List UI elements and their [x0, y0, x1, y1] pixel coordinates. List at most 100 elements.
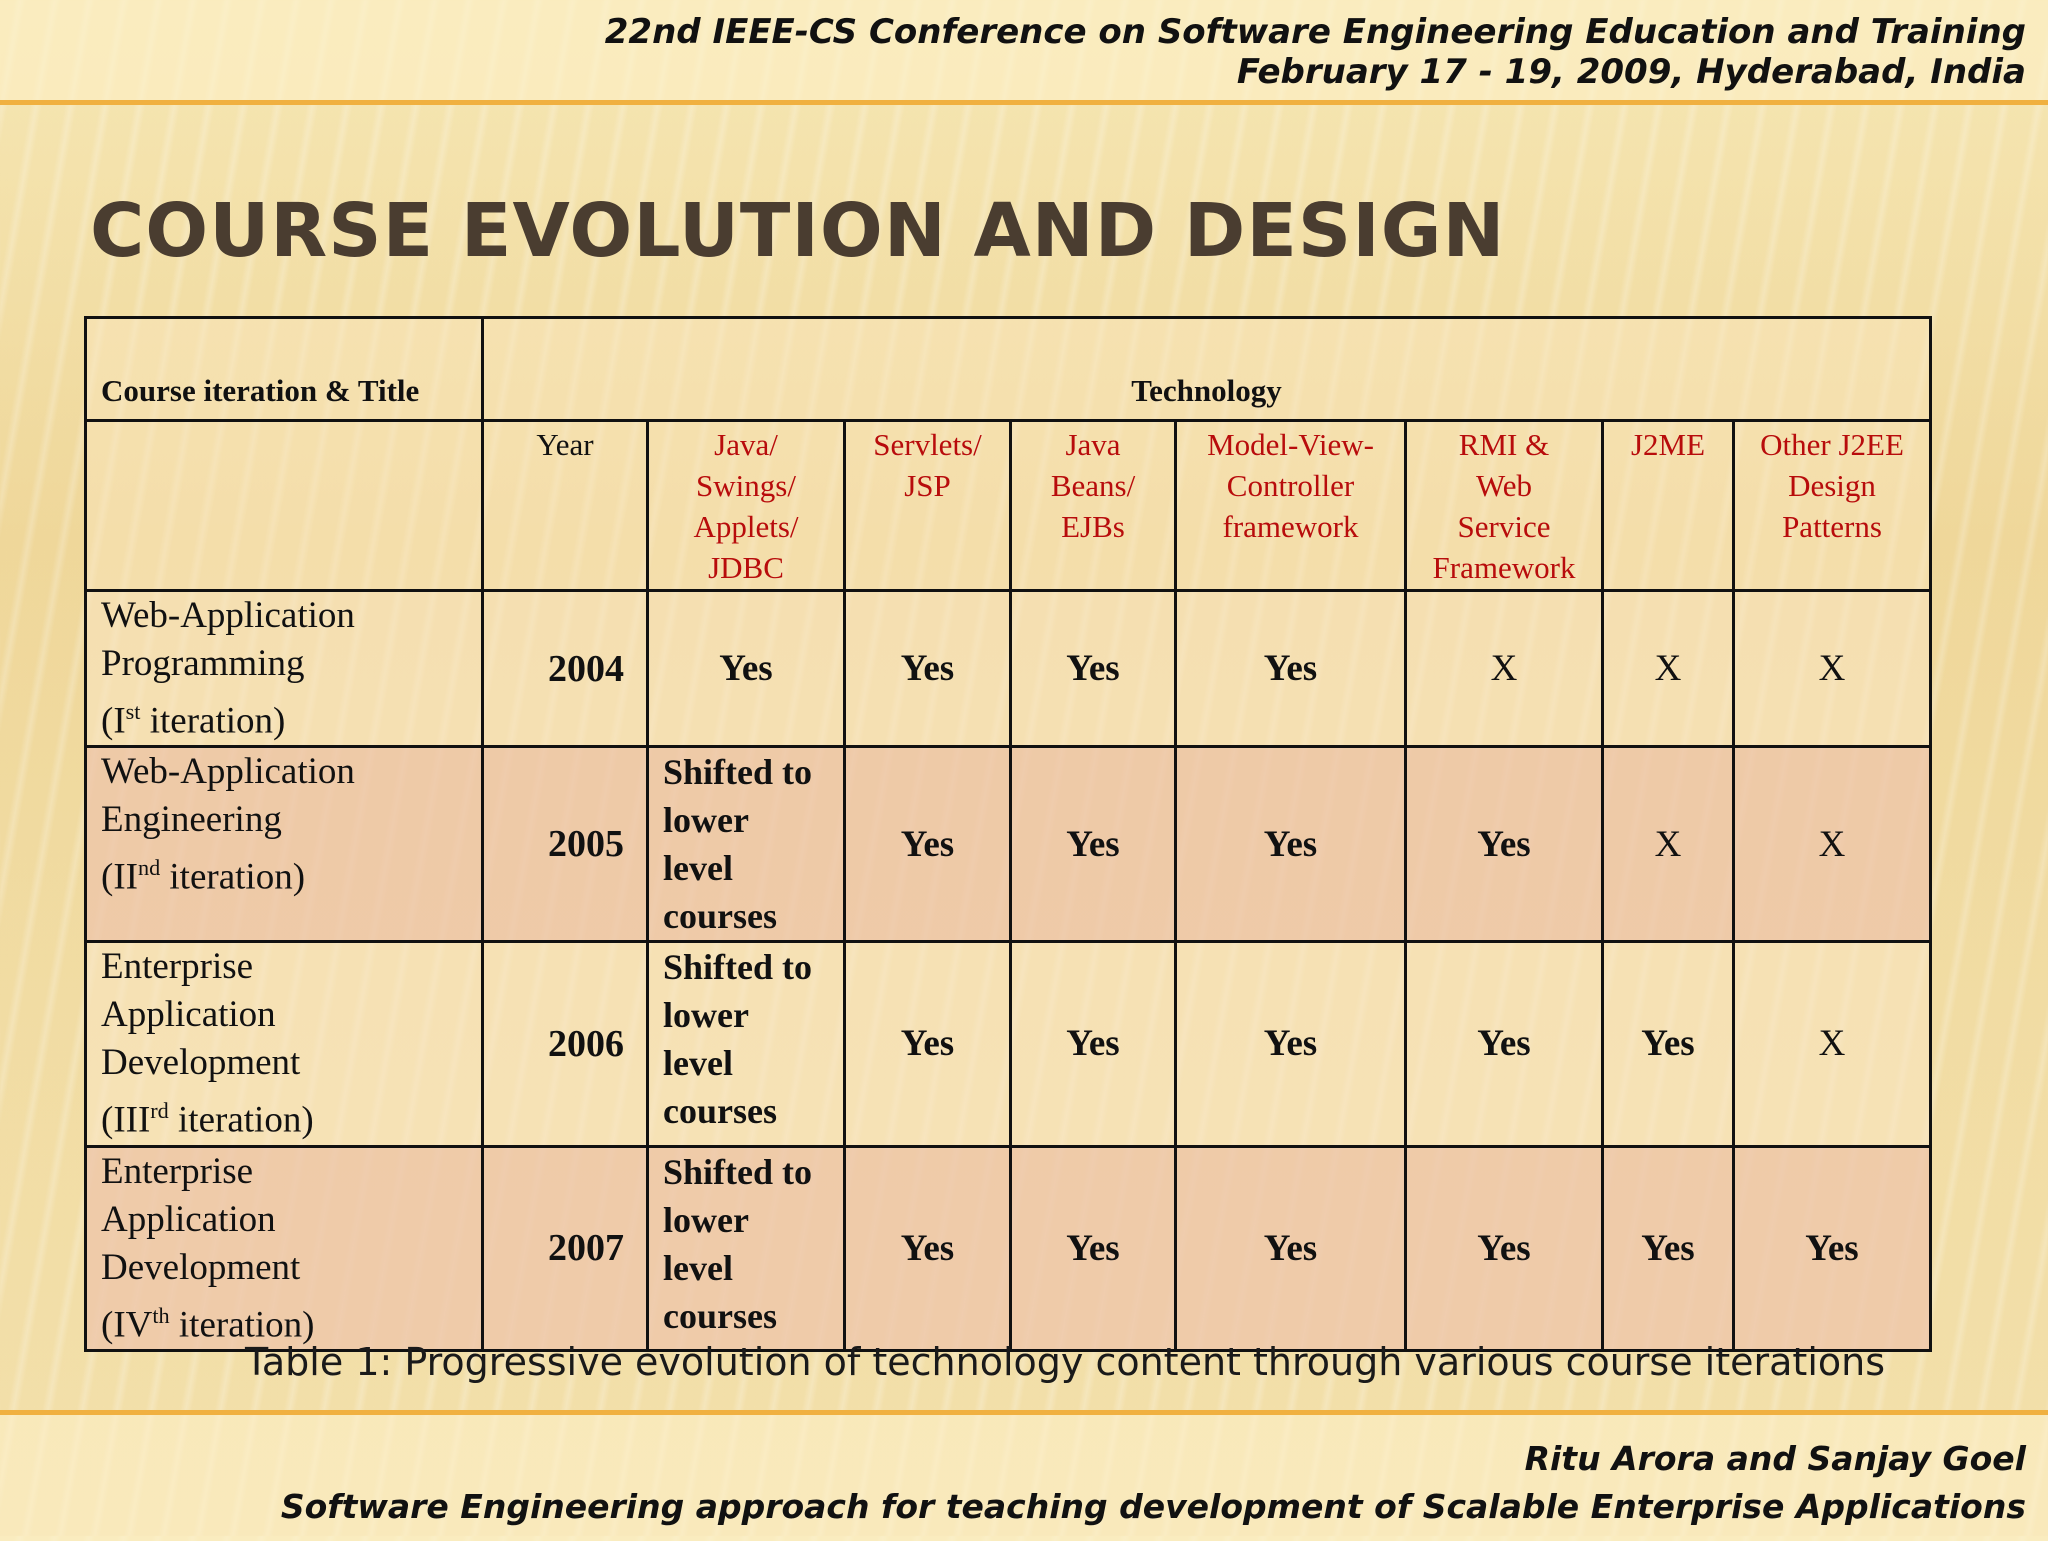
shifted-note-cell: Shifted to lower level courses — [646, 745, 846, 944]
header-line: Applets/ — [693, 509, 799, 544]
iteration-ordinal: nd — [137, 855, 161, 881]
course-table-container: Course iteration & Title Technology Year… — [84, 316, 1932, 1352]
course-title-line: Application — [101, 994, 276, 1036]
empty-header-cell — [84, 419, 484, 592]
shifted-note-line: courses — [663, 896, 777, 937]
technology-value-cell: Yes — [1009, 588, 1177, 749]
iteration-suffix: iteration) — [160, 856, 306, 898]
shifted-note-line: courses — [663, 1091, 777, 1132]
course-title-line: Enterprise — [101, 946, 254, 988]
shifted-note-line: courses — [663, 1295, 777, 1336]
header-line: Swings/ — [696, 468, 796, 503]
header-line: Web — [1475, 468, 1533, 503]
technology-value-cell: Yes — [1732, 1144, 1932, 1352]
header-line: Servlets/ — [873, 427, 982, 462]
header-line: Model-View- — [1207, 427, 1374, 462]
technology-column-header: Model-View- Controller framework — [1174, 419, 1407, 592]
table-caption: Table 1: Progressive evolution of techno… — [244, 1340, 1886, 1384]
technology-column-header: Servlets/JSP — [843, 419, 1012, 592]
table-subheader-row: Year Java/Swings/Applets/JDBC Servlets/JS… — [84, 419, 1932, 592]
technology-value-cell: X — [1404, 588, 1604, 749]
year-header: Year — [481, 419, 649, 592]
technology-value-cell: Yes — [1404, 745, 1604, 944]
technology-column-header: J2ME — [1601, 419, 1735, 592]
header-line: Java — [1065, 427, 1121, 462]
technology-value-cell: X — [1732, 940, 1932, 1148]
course-title-line: Web-Application — [101, 751, 355, 793]
iteration-prefix: (IV — [101, 1303, 153, 1345]
year-cell: 2006 — [481, 940, 649, 1148]
header-line: Framework — [1432, 550, 1576, 585]
table-row: Web-Application Engineering (IInd iteratio… — [84, 745, 1932, 944]
paper-title: Software Engineering approach for teachi… — [280, 1487, 2026, 1526]
shifted-note-cell: Shifted to lower level courses — [646, 1144, 846, 1352]
course-title-cell: Web-Application Programming (Ist iteration… — [84, 588, 484, 749]
slide-footer: Ritu Arora and Sanjay Goel Software Engi… — [0, 1410, 2048, 1541]
header-line: Beans/ — [1050, 468, 1136, 503]
iteration-label: (IVth iteration) — [101, 1292, 481, 1349]
technology-value-cell: Yes — [1174, 940, 1407, 1148]
year-cell: 2007 — [481, 1144, 649, 1352]
table-row: Web-Application Programming (Ist iteration… — [84, 588, 1932, 749]
header-line: JDBC — [708, 550, 784, 585]
technology-header: Technology — [481, 316, 1932, 422]
technology-value-cell: Yes — [1601, 940, 1735, 1148]
technology-column-header: Java/Swings/Applets/JDBC — [646, 419, 846, 592]
conference-dates: February 17 - 19, 2009, Hyderabad, India — [1236, 52, 2026, 92]
shifted-note-line: level — [663, 1247, 733, 1288]
header-line: Controller — [1226, 468, 1355, 503]
iteration-suffix: iteration) — [169, 1303, 315, 1345]
header-line: Other J2EE — [1760, 427, 1904, 462]
technology-value-cell: X — [1732, 745, 1932, 944]
technology-value-cell: Yes — [1404, 940, 1604, 1148]
header-line: Service — [1457, 509, 1551, 544]
course-evolution-table: Course iteration & Title Technology Year… — [84, 316, 1932, 1352]
iteration-prefix: (I — [101, 700, 126, 742]
iteration-suffix: iteration) — [140, 700, 286, 742]
technology-value-cell: Yes — [646, 588, 846, 749]
conference-name: 22nd IEEE-CS Conference on Software Engi… — [604, 12, 2026, 52]
technology-value-cell: Yes — [843, 588, 1012, 749]
course-title-cell: Web-Application Engineering (IInd iteratio… — [84, 745, 484, 944]
technology-value-cell: Yes — [1601, 1144, 1735, 1352]
technology-value-cell: Yes — [1404, 1144, 1604, 1352]
course-title-line: Web-Application — [101, 595, 355, 636]
technology-column-header: Java Beans/EJBs — [1009, 419, 1177, 592]
header-line: framework — [1222, 509, 1359, 544]
course-title-line: Development — [101, 1246, 301, 1288]
technology-value-cell: Yes — [843, 1144, 1012, 1352]
year-cell: 2005 — [481, 745, 649, 944]
technology-value-cell: X — [1601, 588, 1735, 749]
technology-column-header: RMI & Web Service Framework — [1404, 419, 1604, 592]
shifted-note-line: Shifted to — [663, 1151, 813, 1192]
header-line: RMI & — [1458, 427, 1550, 462]
technology-value-cell: Yes — [1009, 940, 1177, 1148]
technology-value-cell: Yes — [1009, 745, 1177, 944]
shifted-note-line: Shifted to — [663, 752, 813, 793]
course-title-header: Course iteration & Title — [84, 316, 484, 422]
shifted-note-line: lower — [663, 800, 749, 841]
iteration-label: (IIIrd iteration) — [101, 1087, 481, 1144]
technology-value-cell: Yes — [843, 940, 1012, 1148]
table-row: Enterprise Application Development (IVth it… — [84, 1144, 1932, 1352]
table-row: Enterprise Application Development (IIIrd i… — [84, 940, 1932, 1148]
course-title-line: Programming — [101, 643, 305, 684]
iteration-ordinal: rd — [150, 1098, 169, 1124]
course-title-line: Engineering — [101, 799, 282, 841]
technology-value-cell: Yes — [1174, 1144, 1407, 1352]
slide-title: Course Evolution and Design — [90, 188, 1506, 274]
shifted-note-line: lower — [663, 995, 749, 1036]
year-cell: 2004 — [481, 588, 649, 749]
technology-value-cell: X — [1732, 588, 1932, 749]
iteration-prefix: (III — [101, 1099, 151, 1141]
shifted-note-line: lower — [663, 1199, 749, 1240]
iteration-prefix: (II — [101, 856, 138, 898]
technology-value-cell: Yes — [1174, 745, 1407, 944]
authors: Ritu Arora and Sanjay Goel — [1524, 1439, 2026, 1478]
course-title-cell: Enterprise Application Development (IIIrd i… — [84, 940, 484, 1148]
course-title-line: Application — [101, 1198, 276, 1240]
course-title-cell: Enterprise Application Development (IVth it… — [84, 1144, 484, 1352]
technology-value-cell: Yes — [843, 745, 1012, 944]
header-line: J2ME — [1630, 427, 1706, 462]
header-line: Java/ — [714, 427, 778, 462]
